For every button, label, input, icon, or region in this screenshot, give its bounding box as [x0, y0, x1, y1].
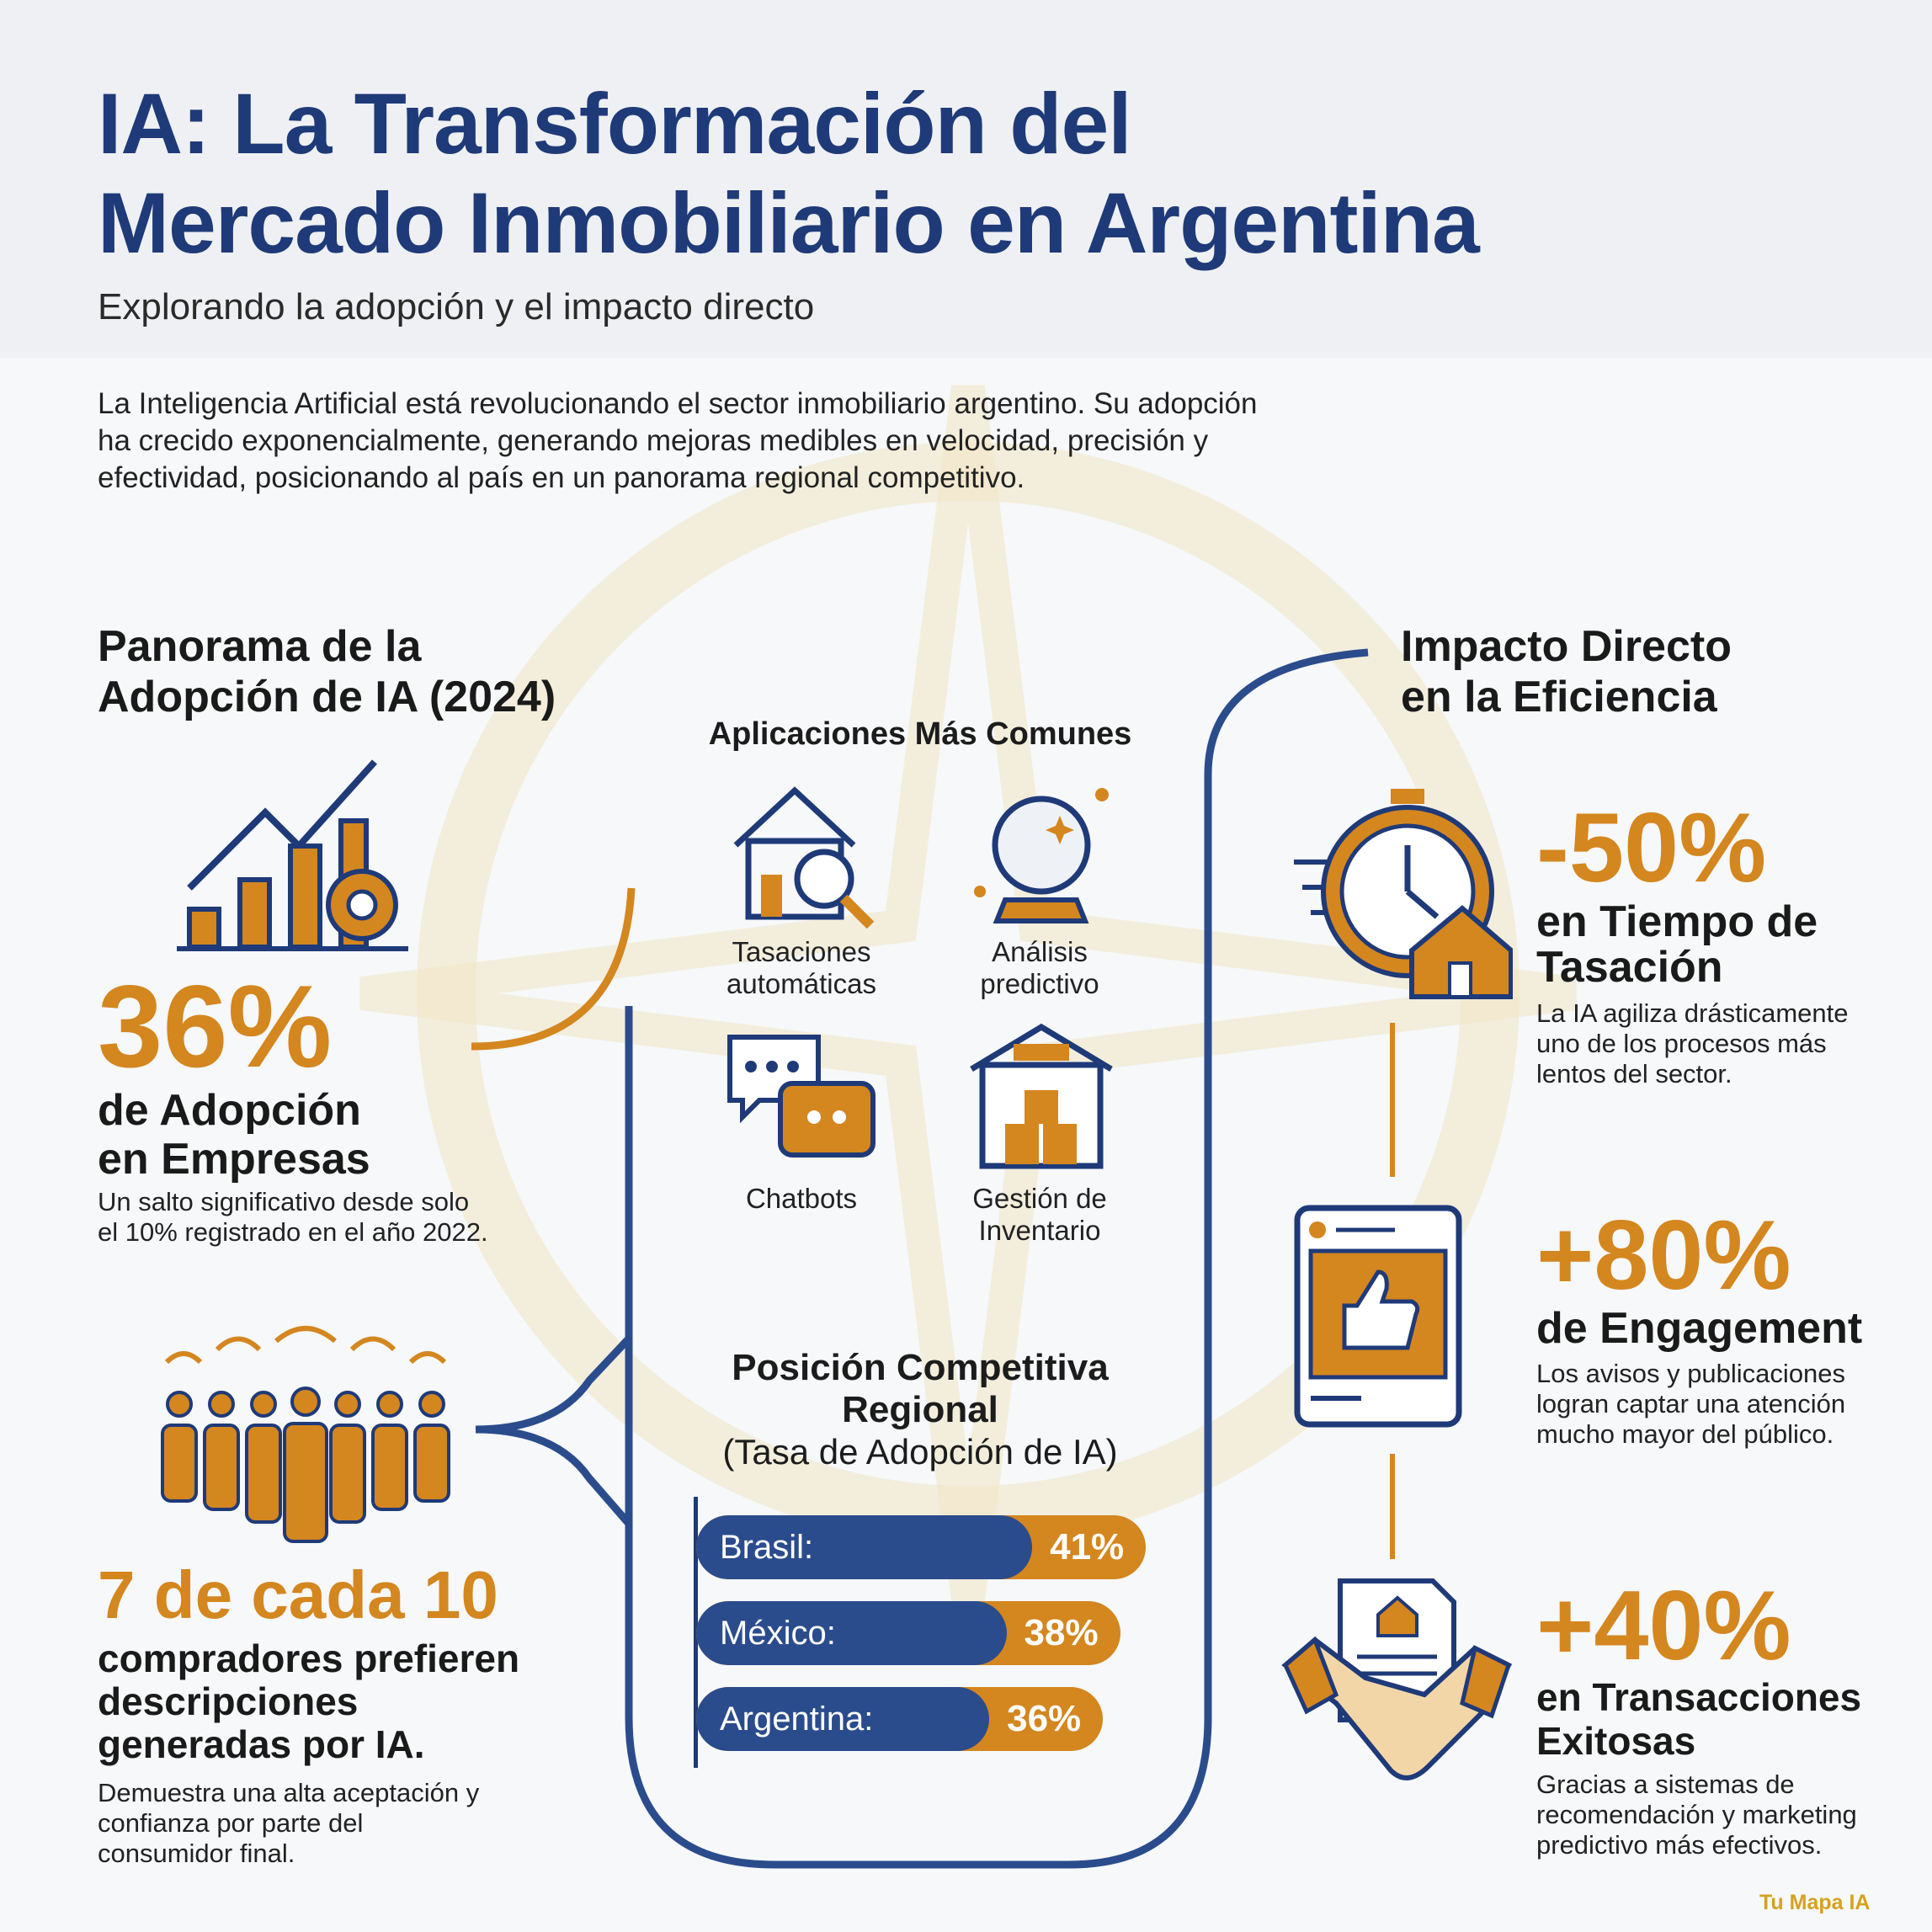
- bar-fill: [696, 1515, 1033, 1579]
- growth-chart-icon: [177, 759, 408, 951]
- house-magnifier-icon: [733, 786, 875, 929]
- chart-title: Posición Competitiva Regional: [732, 1347, 1109, 1430]
- bar-value: 38%: [1024, 1612, 1099, 1653]
- left-heading: Panorama de la Adopción de IA (2024): [98, 622, 556, 721]
- chart-axis: [694, 1497, 698, 1768]
- buyers-label: compradores prefieren descripciones genera…: [98, 1637, 520, 1766]
- time-desc: La IA agiliza drásticamente uno de los pr…: [1536, 998, 1849, 1088]
- transactions-stat: +40%: [1536, 1570, 1791, 1680]
- bar-fill: [696, 1687, 990, 1751]
- intro-paragraph: La Inteligencia Artificial está revoluci…: [98, 387, 1258, 494]
- time-stat: -50%: [1536, 792, 1767, 902]
- adoption-stat: 36%: [98, 961, 333, 1092]
- social-post-like-icon: [1294, 1205, 1462, 1428]
- app-label-analisis: Análisis predictivo: [980, 936, 1099, 999]
- chart-title-block: Posición Competitiva Regional (Tasa de A…: [651, 1347, 1190, 1473]
- applications-title: Aplicaciones Más Comunes: [708, 716, 1132, 752]
- transactions-desc: Gracias a sistemas de recomendación y mar…: [1536, 1770, 1857, 1860]
- right-heading: Impacto Directo en la Eficiencia: [1401, 622, 1732, 721]
- stopwatch-house-icon: [1294, 789, 1513, 999]
- crystal-ball-icon: [974, 788, 1109, 923]
- app-label-tasaciones: Tasaciones automáticas: [726, 936, 876, 999]
- bar-2: Argentina: 36%: [696, 1687, 1104, 1751]
- page-title: IA: La Transformación del Mercado Inmobil…: [98, 76, 1480, 271]
- bar-fill: [696, 1601, 1007, 1665]
- engagement-stat: +80%: [1536, 1200, 1791, 1310]
- bar-label: Argentina:: [720, 1700, 874, 1738]
- time-label: en Tiempo de Tasación: [1536, 897, 1818, 992]
- bar-value: 36%: [1007, 1698, 1082, 1739]
- buyers-desc: Demuestra una alta aceptación y confianza…: [98, 1778, 480, 1868]
- bar-label: México:: [720, 1615, 836, 1652]
- engagement-label: de Engagement: [1536, 1304, 1863, 1353]
- chatbot-icon: [727, 1035, 876, 1158]
- app-label-inventario: Gestión de Inventario: [972, 1183, 1107, 1246]
- warehouse-icon: [970, 1023, 1113, 1169]
- header-band: [0, 0, 1932, 358]
- buyers-stat: 7 de cada 10: [98, 1557, 498, 1632]
- handshake-contract-icon: [1281, 1578, 1513, 1780]
- engagement-desc: Los avisos y publicaciones logran captar …: [1536, 1359, 1846, 1449]
- adoption-desc: Un salto significativo desde solo el 10% …: [98, 1187, 488, 1247]
- app-label-chatbots: Chatbots: [745, 1183, 858, 1214]
- page-subtitle: Explorando la adopción y el impacto dire…: [98, 286, 815, 327]
- adoption-label: de Adopción en Empresas: [98, 1086, 370, 1184]
- bar-0: Brasil: 41%: [696, 1515, 1147, 1579]
- people-wifi-icon: [161, 1326, 450, 1543]
- chart-subtitle: (Tasa de Adopción de IA): [722, 1432, 1118, 1472]
- bar-label: Brasil:: [720, 1529, 814, 1566]
- brand-footer: Tu Mapa IA: [1759, 1891, 1871, 1914]
- bar-1: México: 38%: [696, 1601, 1120, 1665]
- bar-value: 41%: [1050, 1526, 1125, 1567]
- transactions-label: en Transacciones Exitosas: [1536, 1675, 1862, 1763]
